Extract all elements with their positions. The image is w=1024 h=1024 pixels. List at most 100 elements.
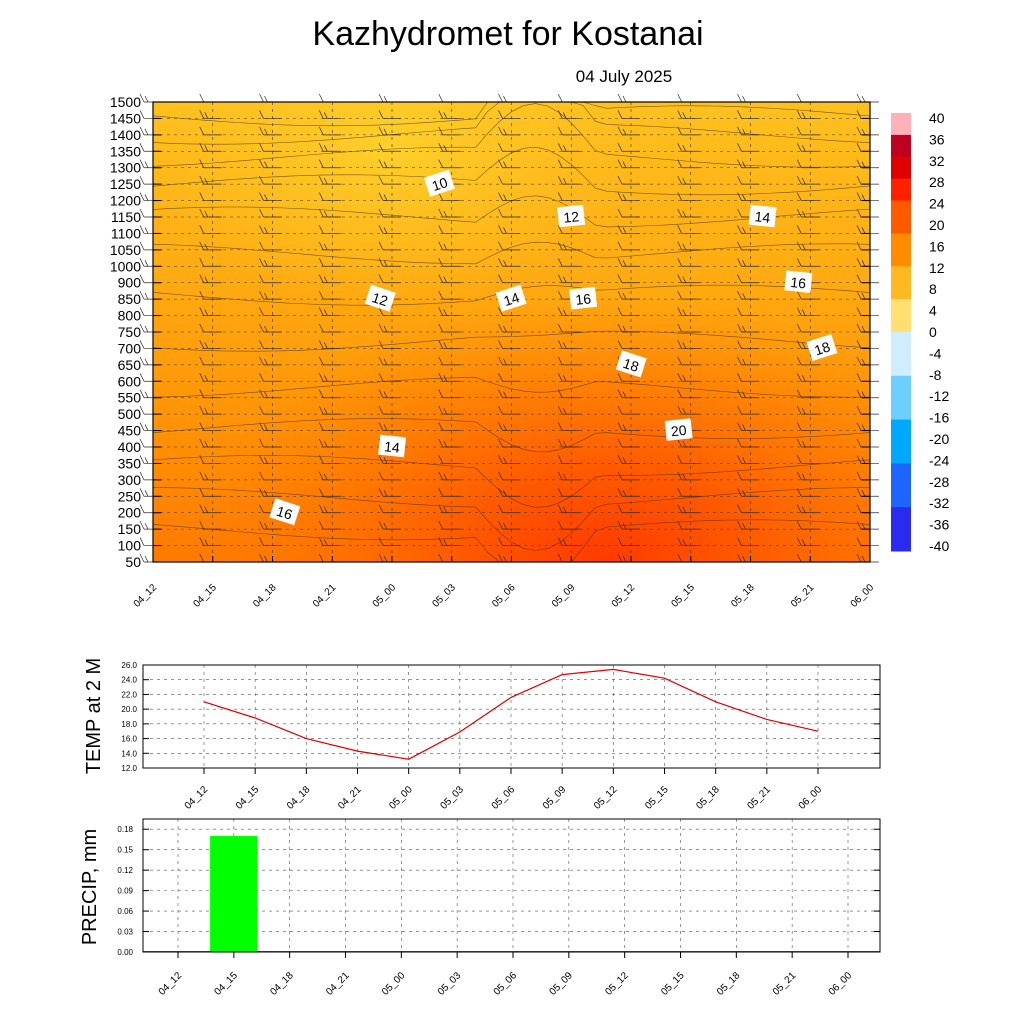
barb-feather (139, 93, 145, 103)
isotherm-line (152, 487, 870, 551)
barb-feather (498, 488, 503, 497)
barb-feather (742, 95, 746, 103)
contour-label: 14 (495, 284, 527, 312)
barb-feather (438, 520, 444, 530)
colorbar-cell (891, 430, 911, 442)
precip-x-tick-label: 05_03 (436, 970, 464, 998)
barb-feather (861, 95, 866, 103)
wind-barb (378, 520, 401, 530)
temp-x-tick-label: 06_00 (797, 784, 825, 812)
wind-barb (199, 520, 222, 530)
barb-feather (677, 208, 683, 218)
barb-feather (199, 373, 205, 382)
barb-feather (259, 356, 264, 366)
wind-barb (438, 340, 461, 349)
barb-feather (682, 473, 687, 481)
barb-feather (801, 210, 806, 218)
wind-barb (199, 356, 222, 366)
barb-feather (378, 307, 384, 316)
precip-x-tick-label: 05_00 (380, 970, 408, 998)
barb-feather (259, 241, 264, 251)
temp-x-tick-label: 05_15 (643, 784, 671, 812)
barb-feather (378, 553, 384, 563)
heatmap-panel: 10 12 14 12 14 16 16 18 18 20 14 16 150014501400135… (110, 93, 879, 610)
barb-feather (323, 145, 328, 152)
barb-feather (801, 473, 806, 481)
barb-feather (737, 356, 742, 366)
wind-barb (737, 159, 760, 169)
barb-feather (737, 488, 742, 497)
barb-feather (443, 473, 448, 481)
height-tick-label: 900 (118, 275, 142, 291)
barb-feather (503, 490, 507, 497)
barb-feather (323, 440, 328, 448)
barb-feather (199, 225, 205, 234)
barb-feather (622, 457, 627, 464)
barb-feather (383, 424, 388, 431)
barb-feather (438, 488, 444, 497)
wind-barb (199, 274, 222, 284)
wind-barb (498, 307, 521, 316)
wind-barb (737, 488, 760, 497)
barb-feather (677, 143, 683, 152)
barb-feather (264, 260, 268, 267)
barb-feather (617, 405, 623, 415)
barb-feather (557, 422, 563, 431)
barb-feather (796, 93, 802, 103)
colorbar-label: 20 (929, 217, 945, 233)
barb-feather (677, 126, 683, 136)
barb-feather (503, 161, 507, 168)
wind-barb (796, 192, 820, 201)
colorbar-cell (891, 474, 911, 486)
barb-feather (318, 208, 324, 218)
wind-barb (617, 110, 640, 119)
barb-feather (503, 522, 507, 530)
barb-feather (677, 504, 683, 513)
wind-barb (796, 175, 820, 185)
wind-barb (378, 225, 401, 234)
barb-feather (737, 438, 742, 448)
barb-feather (199, 274, 205, 283)
barb-feather (801, 243, 806, 251)
precip-frame (142, 818, 881, 953)
barb-feather (682, 506, 687, 513)
wind-barb (498, 488, 521, 497)
barb-feather (323, 309, 328, 316)
barb-feather (677, 553, 683, 563)
wind-barb (199, 405, 222, 415)
precip-tick-label: 0.15 (117, 846, 133, 855)
barb-feather (378, 356, 384, 366)
isotherm-line (152, 455, 871, 508)
temp-axis-label: TEMP at 2 M (83, 658, 105, 774)
barb-feather (796, 175, 802, 185)
contour-label: 18 (615, 350, 647, 378)
barb-feather (378, 110, 384, 119)
barb-feather (796, 323, 802, 333)
wind-barb (498, 192, 521, 201)
wind-barb (737, 241, 760, 251)
barb-feather (796, 340, 802, 349)
wind-barb (498, 537, 521, 546)
colorbar-cell (891, 200, 911, 213)
barb-feather (617, 438, 623, 448)
wind-barb (378, 159, 401, 169)
wind-barb (259, 126, 282, 136)
barb-feather (199, 405, 205, 415)
colorbar-cell (891, 145, 911, 158)
barb-feather (139, 323, 145, 333)
wind-barb (677, 126, 700, 136)
barb-feather (861, 522, 866, 530)
colorbar-label: 8 (929, 281, 937, 297)
barb-feather (796, 110, 802, 119)
barb-feather (139, 488, 145, 497)
barb-feather (323, 276, 328, 283)
barb-feather (259, 553, 264, 563)
wind-barb (318, 307, 342, 316)
barb-feather (617, 192, 623, 201)
wind-barb (796, 143, 820, 152)
wind-barb (617, 307, 640, 316)
barb-feather (617, 307, 623, 316)
wind-barb (498, 471, 521, 481)
wind-barb (378, 471, 401, 481)
barb-feather (204, 243, 209, 251)
